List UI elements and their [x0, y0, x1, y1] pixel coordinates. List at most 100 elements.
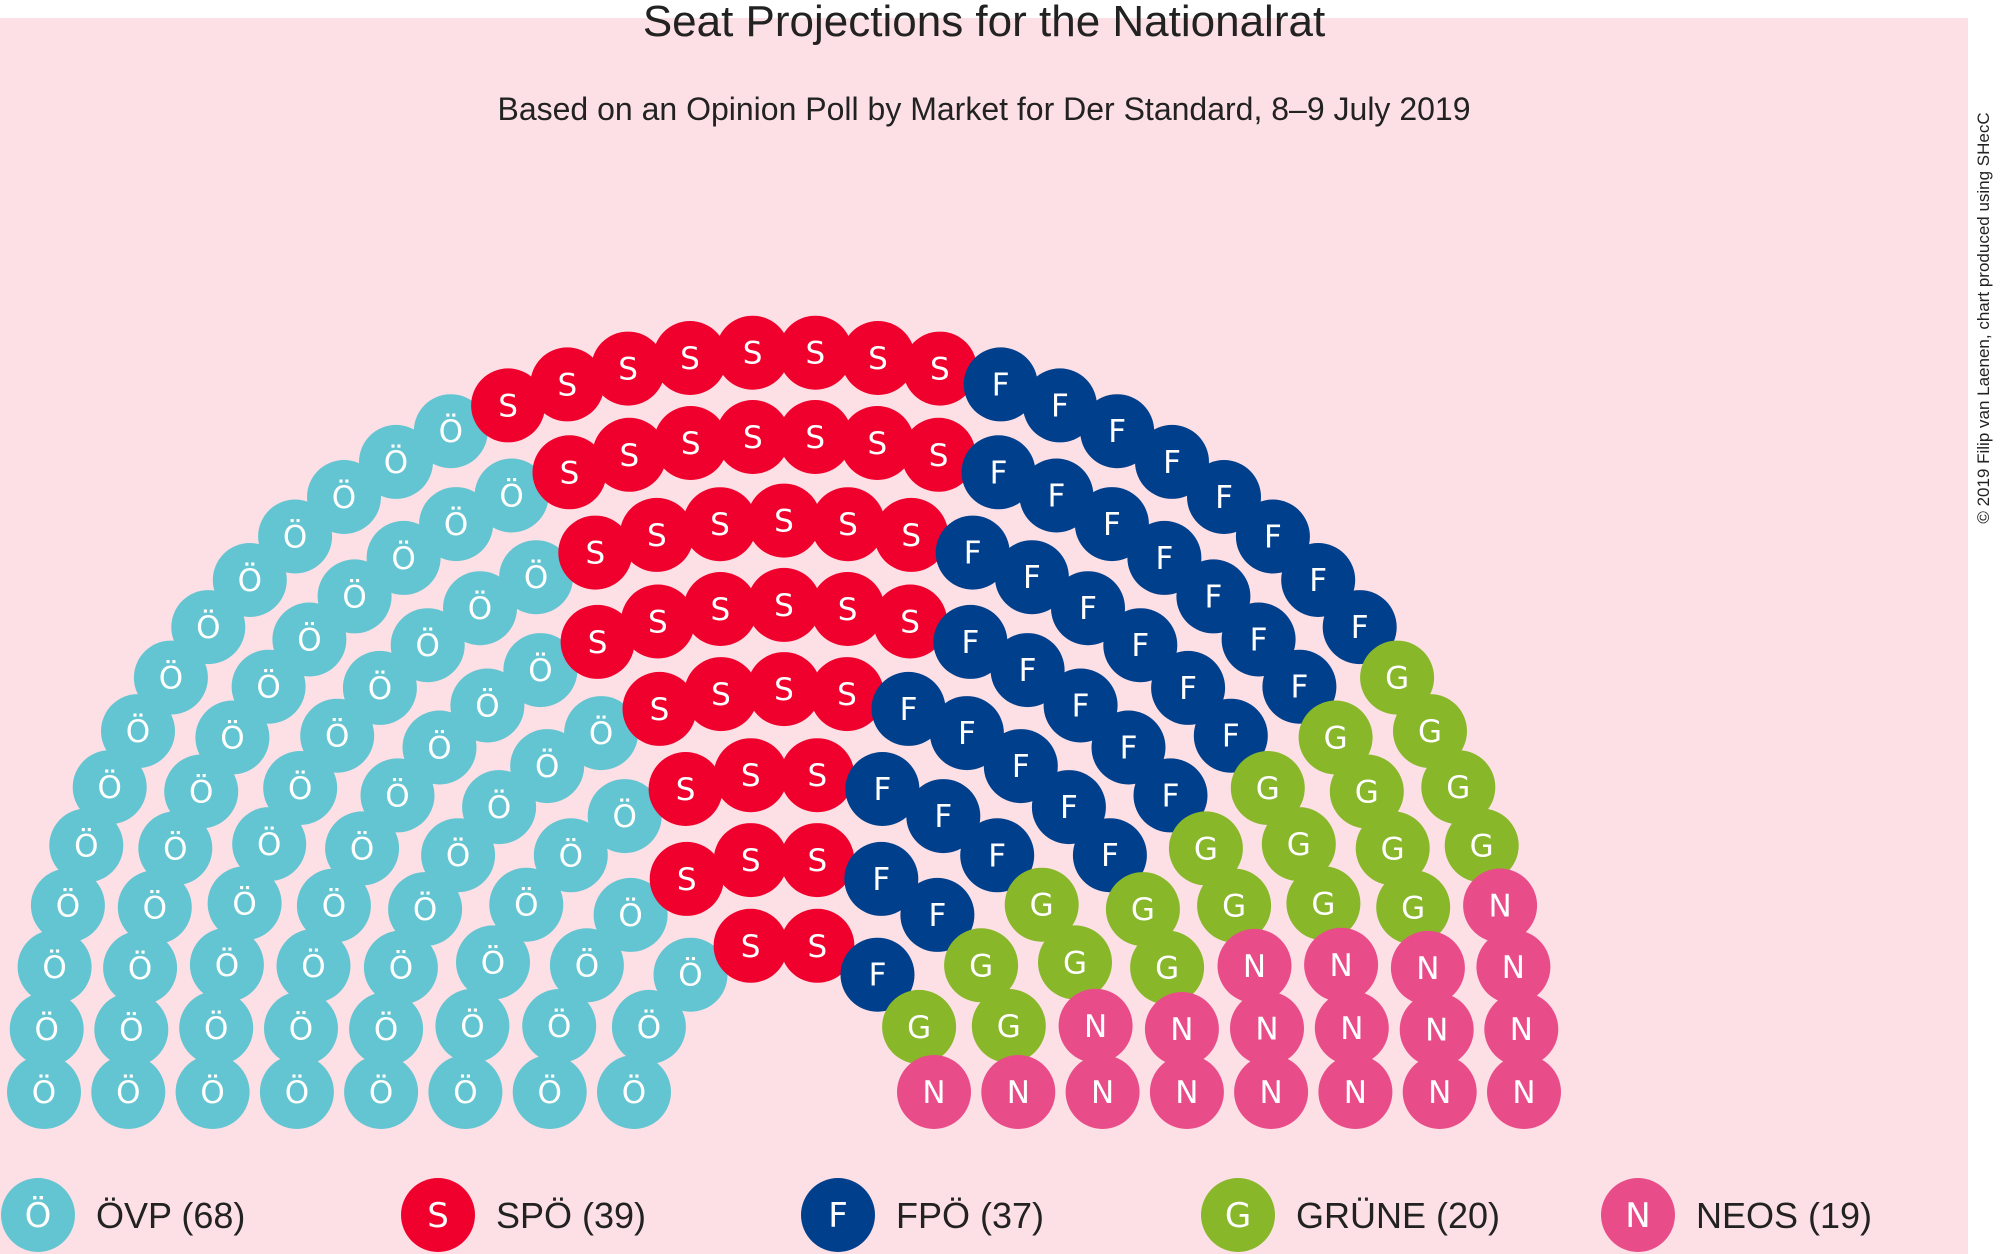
- seat-övp: Ö: [549, 928, 624, 1003]
- seat-circle: [840, 406, 915, 480]
- seat-övp: Ö: [91, 1055, 166, 1129]
- seat-label: Ö: [238, 562, 262, 599]
- seat-övp: Ö: [207, 866, 282, 941]
- legend-item-fpö: F FPÖ (37): [801, 1178, 1044, 1252]
- seat-circle: [648, 752, 723, 826]
- seat-fpö: F: [1151, 650, 1226, 725]
- legend-item-grüne: G GRÜNE (20): [1201, 1178, 1500, 1252]
- seat-label: Ö: [42, 949, 66, 986]
- seat-circle: [359, 424, 433, 499]
- seat-label: G: [1131, 892, 1155, 928]
- legend-item-övp: Ö ÖVP (68): [1, 1178, 245, 1252]
- seat-övp: Ö: [456, 925, 530, 1000]
- seat-label: G: [1355, 775, 1379, 811]
- seat-label: F: [1222, 719, 1240, 755]
- seat-label: Ö: [257, 826, 281, 863]
- seat-label: F: [1264, 520, 1282, 556]
- seat-label: G: [1155, 951, 1179, 987]
- seat-label: S: [805, 420, 825, 456]
- seat-neos: N: [1402, 1055, 1477, 1129]
- seat-övp: Ö: [264, 991, 338, 1066]
- seat-label: Ö: [453, 1074, 477, 1111]
- seat-fpö: F: [845, 752, 920, 826]
- seat-neos: N: [1314, 991, 1389, 1065]
- seat-label: S: [676, 772, 696, 808]
- seat-fpö: F: [1043, 668, 1118, 743]
- seat-label: F: [988, 838, 1006, 874]
- seat-circle: [1151, 650, 1226, 725]
- seat-label: F: [1290, 670, 1308, 706]
- seat-circle: [990, 633, 1065, 708]
- seat-övp: Ö: [366, 520, 441, 595]
- seat-grüne: G: [1286, 866, 1361, 941]
- seat-grüne: G: [1004, 867, 1079, 942]
- seat-övp: Ö: [344, 1055, 419, 1129]
- seat-circle: [810, 657, 884, 732]
- seat-spö: S: [715, 315, 790, 390]
- seat-circle: [780, 908, 855, 983]
- seat-label: Ö: [475, 688, 499, 725]
- seat-neos: N: [1390, 930, 1465, 1005]
- seat-övp: Ö: [72, 750, 147, 825]
- seat-övp: Ö: [564, 696, 639, 771]
- seat-label: Ö: [481, 944, 505, 981]
- seat-circle: [1476, 929, 1551, 1004]
- seat-label: S: [498, 388, 518, 424]
- seat-label: Ö: [232, 885, 256, 922]
- seat-grüne: G: [944, 928, 1019, 1003]
- seat-övp: Ö: [533, 818, 608, 893]
- seat-circle: [360, 758, 435, 833]
- seat-circle: [653, 937, 728, 1012]
- seat-circle: [1390, 930, 1465, 1005]
- seat-label: Ö: [524, 559, 548, 596]
- legend-swatch-letter: F: [828, 1196, 848, 1236]
- seat-circle: [1376, 870, 1451, 945]
- seat-label: Ö: [350, 830, 374, 867]
- seat-circle: [503, 633, 578, 708]
- seat-circle: [179, 991, 254, 1065]
- seat-spö: S: [713, 908, 788, 983]
- seat-övp: Ö: [175, 1055, 250, 1129]
- seat-övp: Ö: [593, 877, 668, 952]
- seat-label: Ö: [618, 897, 642, 934]
- seat-neos: N: [1463, 868, 1538, 943]
- seat-label: Ö: [637, 1009, 661, 1046]
- seat-label: Ö: [285, 1074, 309, 1111]
- seat-circle: [138, 811, 213, 886]
- seat-label: N: [1091, 1075, 1114, 1111]
- seat-circle: [342, 650, 417, 725]
- seat-label: N: [1329, 948, 1352, 984]
- seat-circle: [1149, 1055, 1224, 1129]
- seat-label: S: [774, 504, 794, 540]
- seat-circle: [72, 750, 147, 825]
- seat-label: F: [1131, 628, 1149, 664]
- legend-swatch: [401, 1178, 475, 1252]
- seat-label: G: [1287, 827, 1311, 863]
- seat-label: Ö: [468, 590, 492, 627]
- seat-label: Ö: [444, 506, 468, 543]
- seat-circle: [307, 460, 381, 534]
- seat-circle: [471, 368, 546, 443]
- seat-neos: N: [1234, 1055, 1309, 1129]
- seat-label: F: [990, 455, 1008, 491]
- seat-övp: Ö: [276, 928, 351, 1003]
- seat-spö: S: [874, 497, 949, 572]
- seat-circle: [91, 1055, 166, 1129]
- seat-label: S: [681, 426, 701, 462]
- seat-label: S: [585, 536, 605, 572]
- seat-fpö: F: [1019, 458, 1094, 533]
- seat-grüne: G: [1261, 807, 1336, 882]
- seat-circle: [933, 604, 1008, 679]
- seat-label: Ö: [389, 950, 413, 987]
- seat-label: S: [741, 843, 761, 879]
- seat-label: Ö: [678, 957, 702, 994]
- seat-fpö: F: [1133, 758, 1208, 833]
- seat-fpö: F: [1135, 424, 1209, 499]
- seat-fpö: F: [1322, 590, 1397, 665]
- seat-label: G: [1311, 886, 1335, 922]
- seat-övp: Ö: [325, 811, 400, 886]
- seat-label: Ö: [301, 948, 325, 985]
- seat-label: F: [1204, 579, 1222, 615]
- seat-circle: [901, 417, 976, 492]
- seat-label: Ö: [289, 1010, 313, 1047]
